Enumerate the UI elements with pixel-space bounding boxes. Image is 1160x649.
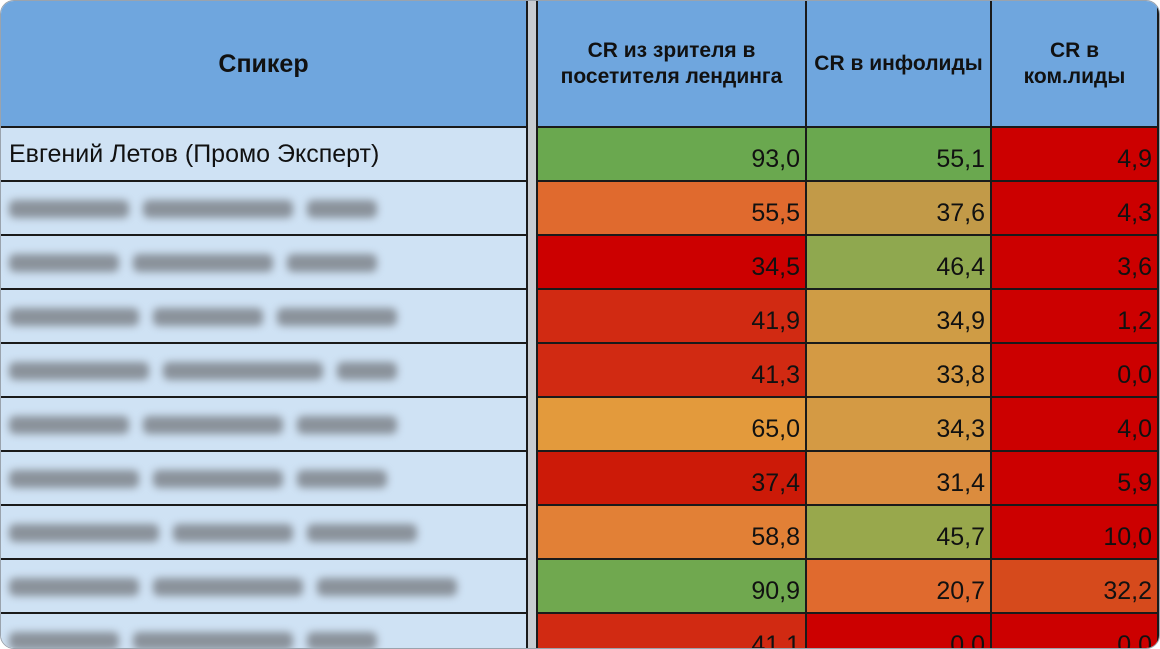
value-cell-cr-infoleads[interactable]: 34,9	[807, 290, 992, 344]
frozen-column-divider	[528, 506, 538, 560]
value-cell-cr-visitor[interactable]: 41,1	[538, 614, 807, 648]
value-cell-cr-comleads[interactable]: 4,9	[992, 128, 1159, 182]
frozen-column-divider[interactable]	[528, 1, 538, 128]
redacted-speaker-name	[9, 248, 391, 277]
frozen-column-divider	[528, 452, 538, 506]
redacted-speaker-name	[9, 302, 411, 331]
header-cr-infoleads[interactable]: CR в инфолиды	[807, 1, 992, 128]
value-cell-cr-infoleads[interactable]: 0,0	[807, 614, 992, 648]
value-cell-cr-comleads[interactable]: 0,0	[992, 614, 1159, 648]
speaker-cell[interactable]	[1, 614, 528, 648]
redacted-speaker-name	[9, 194, 391, 223]
value-cell-cr-visitor[interactable]: 58,8	[538, 506, 807, 560]
frozen-column-divider	[528, 614, 538, 648]
value-cell-cr-infoleads[interactable]: 34,3	[807, 398, 992, 452]
value-cell-cr-infoleads[interactable]: 20,7	[807, 560, 992, 614]
speaker-cell[interactable]	[1, 290, 528, 344]
value-cell-cr-comleads[interactable]: 4,0	[992, 398, 1159, 452]
speaker-cell[interactable]	[1, 182, 528, 236]
redacted-speaker-name	[9, 518, 431, 547]
value-cell-cr-infoleads[interactable]: 45,7	[807, 506, 992, 560]
value-cell-cr-infoleads[interactable]: 55,1	[807, 128, 992, 182]
value-cell-cr-infoleads[interactable]: 46,4	[807, 236, 992, 290]
redacted-speaker-name	[9, 572, 471, 601]
frozen-column-divider	[528, 398, 538, 452]
value-cell-cr-visitor[interactable]: 65,0	[538, 398, 807, 452]
value-cell-cr-infoleads[interactable]: 33,8	[807, 344, 992, 398]
value-cell-cr-visitor[interactable]: 41,3	[538, 344, 807, 398]
value-cell-cr-infoleads[interactable]: 37,6	[807, 182, 992, 236]
value-cell-cr-comleads[interactable]: 32,2	[992, 560, 1159, 614]
value-cell-cr-comleads[interactable]: 10,0	[992, 506, 1159, 560]
value-cell-cr-visitor[interactable]: 34,5	[538, 236, 807, 290]
frozen-column-divider	[528, 236, 538, 290]
frozen-column-divider	[528, 290, 538, 344]
value-cell-cr-visitor[interactable]: 37,4	[538, 452, 807, 506]
value-cell-cr-comleads[interactable]: 4,3	[992, 182, 1159, 236]
speaker-cell[interactable]	[1, 452, 528, 506]
redacted-speaker-name	[9, 626, 391, 648]
speaker-name: Евгений Летов (Промо Эксперт)	[9, 139, 380, 168]
value-cell-cr-comleads[interactable]: 5,9	[992, 452, 1159, 506]
header-cr-visitor[interactable]: CR из зрителя в посетителя лендинга	[538, 1, 807, 128]
redacted-speaker-name	[9, 356, 411, 385]
value-cell-cr-visitor[interactable]: 41,9	[538, 290, 807, 344]
speaker-cell[interactable]	[1, 236, 528, 290]
value-cell-cr-comleads[interactable]: 0,0	[992, 344, 1159, 398]
value-cell-cr-visitor[interactable]: 55,5	[538, 182, 807, 236]
speaker-cell[interactable]: Евгений Летов (Промо Эксперт)	[1, 128, 528, 182]
frozen-column-divider	[528, 560, 538, 614]
redacted-speaker-name	[9, 464, 401, 493]
speaker-cell[interactable]	[1, 344, 528, 398]
redacted-speaker-name	[9, 410, 411, 439]
header-speaker[interactable]: Спикер	[1, 1, 528, 128]
frozen-column-divider	[528, 128, 538, 182]
speaker-cell[interactable]	[1, 560, 528, 614]
speaker-cell[interactable]	[1, 506, 528, 560]
frozen-column-divider	[528, 182, 538, 236]
value-cell-cr-visitor[interactable]: 93,0	[538, 128, 807, 182]
value-cell-cr-visitor[interactable]: 90,9	[538, 560, 807, 614]
value-cell-cr-comleads[interactable]: 1,2	[992, 290, 1159, 344]
frozen-column-divider	[528, 344, 538, 398]
header-cr-comleads[interactable]: CR в ком.лиды	[992, 1, 1159, 128]
speaker-cell[interactable]	[1, 398, 528, 452]
value-cell-cr-comleads[interactable]: 3,6	[992, 236, 1159, 290]
value-cell-cr-infoleads[interactable]: 31,4	[807, 452, 992, 506]
